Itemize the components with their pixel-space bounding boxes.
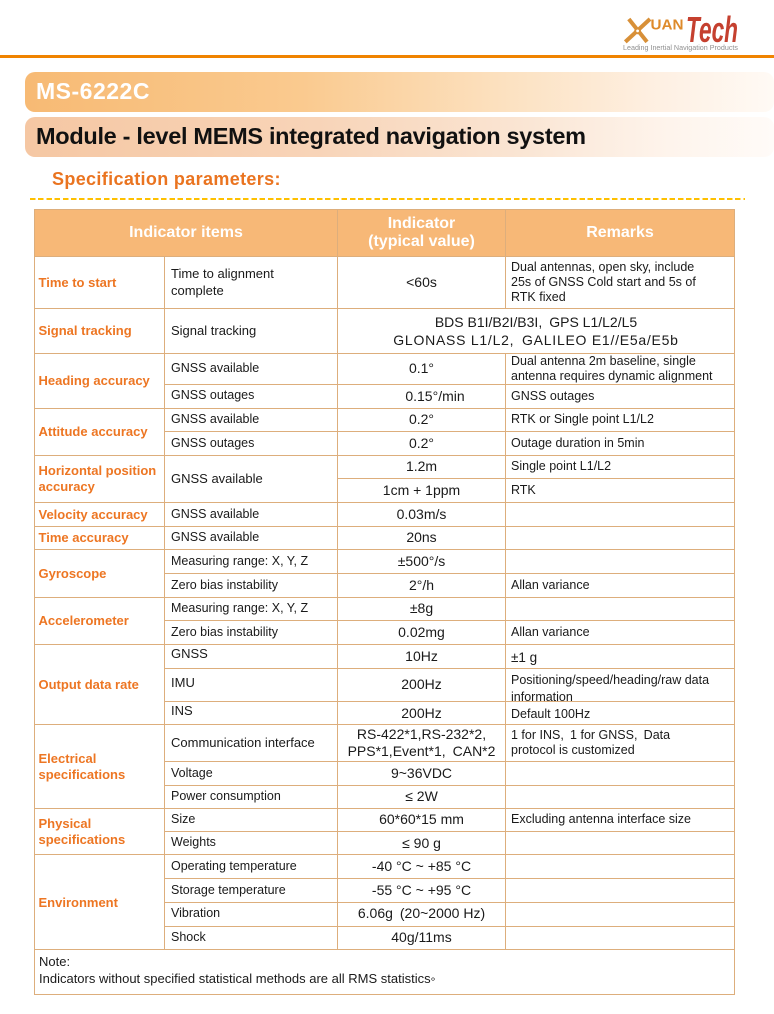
svg-text:Tech: Tech <box>686 9 738 50</box>
svg-text:Leading Inertial Navigation Pr: Leading Inertial Navigation Products <box>623 43 738 52</box>
svg-text:UAN: UAN <box>651 17 684 33</box>
